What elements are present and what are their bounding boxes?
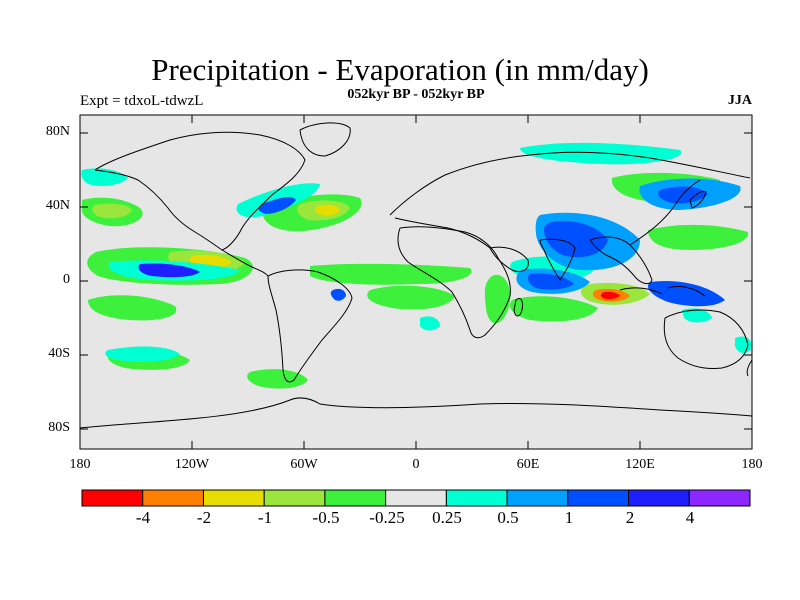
field-australia-east-positive (735, 336, 752, 354)
colorbar (81, 489, 751, 507)
chart-subtitle: 052kyr BP - 052kyr BP (347, 87, 485, 102)
colorbar-box (567, 489, 630, 507)
colorbar-label: 0.25 (432, 508, 462, 527)
coast-africa (397, 226, 511, 339)
coast-japan (689, 191, 707, 209)
field-amazon-positive (330, 288, 346, 301)
field-north-pacific-strong-negative (92, 203, 132, 219)
lon-label-180e: 180 (741, 457, 763, 472)
field-south-atlantic-negative (367, 285, 455, 310)
lat-label-80s: 80S (48, 420, 70, 435)
coast-greenland (299, 122, 351, 157)
lat-label-40s: 40S (48, 346, 70, 361)
coast-australia (663, 309, 749, 369)
coast-arabia (489, 246, 529, 273)
coast-indonesia (619, 285, 706, 297)
colorbar-label: 0.5 (497, 508, 519, 527)
field-south-pacific-positive (105, 346, 180, 362)
field-tropical-atlantic-negative (310, 263, 472, 285)
colorbar-box (263, 489, 326, 507)
colorbar-box (385, 489, 447, 507)
colorbar-box (202, 489, 265, 507)
colorbar-box (81, 489, 144, 507)
colorbar-box (688, 489, 751, 507)
colorbar-label: -1 (257, 508, 273, 527)
field-west-pacific-negative (648, 224, 749, 250)
colorbar-label: -0.5 (312, 508, 340, 527)
field-north-asia-positive (520, 142, 682, 165)
lat-label-80n: 80N (45, 124, 70, 139)
colorbar-label: -4 (135, 508, 151, 527)
field-australia-west-positive (682, 308, 712, 323)
colorbar-label: 4 (685, 508, 695, 527)
coastlines (80, 122, 752, 429)
lat-label-40n: 40N (45, 198, 70, 213)
coast-madagascar (513, 297, 523, 317)
field-atlantic-core-negative (315, 204, 340, 216)
field-labrador-positive (258, 197, 296, 214)
colorbar-box (628, 489, 690, 507)
coast-antarctica (80, 397, 752, 429)
colorbar-box (324, 489, 387, 507)
field-bay-of-bengal-core-positive (528, 273, 574, 290)
field-indian-ocean-south-positive (420, 316, 440, 331)
colorbar-label: -2 (196, 508, 212, 527)
lon-label-60w: 60W (290, 457, 318, 472)
precip-evap-field (81, 142, 752, 389)
field-indonesia-peak-negative (600, 291, 620, 300)
lat-label-0: 0 (63, 272, 70, 287)
coast-europe-asia (389, 151, 751, 216)
colorbar-box (445, 489, 508, 507)
lon-label-0: 0 (412, 457, 420, 472)
colorbar-box (506, 489, 569, 507)
coast-south-america (267, 269, 353, 383)
colorbar-label: -0.25 (369, 508, 405, 527)
axis-ticks (80, 115, 752, 449)
field-warm-pool-positive (648, 280, 725, 307)
field-east-pacific-positive (138, 263, 200, 278)
colorbar-label: 1 (564, 508, 574, 527)
lon-label-120w: 120W (174, 457, 210, 472)
field-india-core-positive (544, 220, 608, 258)
experiment-label: Expt = tdxoL-tdwzL (80, 93, 204, 109)
coast-southeast-asia (589, 236, 653, 285)
coast-europe-south (394, 217, 491, 249)
season-label: JJA (727, 93, 752, 108)
colorbar-label: 2 (625, 508, 635, 527)
lon-label-180w: 180 (69, 457, 91, 472)
chart-title: Precipitation - Evaporation (in mm/day) (151, 52, 649, 87)
colorbar-box (142, 489, 204, 507)
coast-north-america (94, 131, 306, 251)
coast-east-asia (629, 179, 701, 246)
field-indian-ocean-negative (510, 296, 598, 322)
lon-label-60e: 60E (516, 457, 540, 472)
field-southern-ocean-negative (247, 369, 308, 389)
field-south-pacific-negative (88, 295, 177, 321)
lon-label-120e: 120E (625, 457, 655, 472)
coast-india (539, 238, 576, 281)
coast-central-america (221, 249, 269, 277)
field-japan-positive (658, 186, 708, 204)
coast-new-zealand (746, 359, 752, 377)
